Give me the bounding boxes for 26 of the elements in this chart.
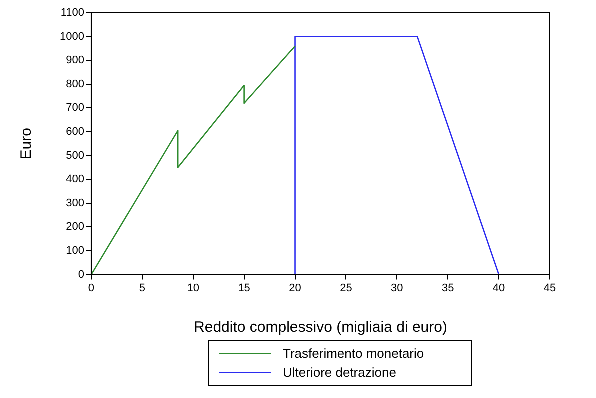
- x-tick-label: 5: [139, 282, 146, 294]
- y-tick-label: 0: [78, 268, 84, 281]
- x-tick-label: 10: [187, 282, 200, 294]
- y-tick-label: 100: [66, 245, 84, 258]
- x-tick-label: 20: [289, 282, 302, 294]
- y-tick-label: 1000: [60, 30, 84, 43]
- x-tick-label: 25: [340, 282, 352, 294]
- x-tick-label: 30: [391, 282, 404, 294]
- x-tick-label: 35: [442, 282, 454, 294]
- x-tick-label: 15: [238, 282, 250, 294]
- legend-label: Ulteriore detrazione: [283, 365, 396, 380]
- x-tick-label: 0: [88, 282, 95, 294]
- y-tick-label: 900: [66, 54, 84, 67]
- y-tick-label: 500: [66, 150, 84, 162]
- y-tick-label: 800: [66, 78, 84, 90]
- legend-label: Trasferimento monetario: [283, 346, 424, 361]
- y-tick-label: 300: [66, 197, 84, 210]
- x-axis-title: Reddito complessivo (migliaia di euro): [194, 319, 448, 336]
- x-tick-label: 40: [492, 282, 506, 294]
- y-tick-label: 700: [66, 102, 84, 114]
- y-tick-label: 600: [66, 126, 84, 138]
- y-tick-label: 1100: [60, 7, 84, 20]
- y-tick-label: 400: [66, 174, 84, 186]
- x-tick-label: 45: [544, 282, 556, 294]
- y-axis-title: Euro: [18, 128, 36, 160]
- y-tick-label: 200: [66, 221, 84, 234]
